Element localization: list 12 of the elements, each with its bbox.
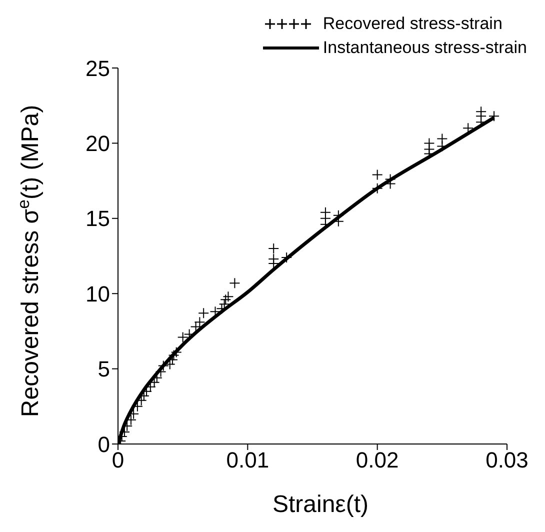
x-axis-title: Strainε(t)	[272, 491, 369, 518]
y-tick-label: 10	[86, 281, 110, 306]
legend-label: Instantaneous stress-strain	[322, 37, 527, 59]
x-tick-label: 0.03	[486, 448, 528, 473]
y-tick-label: 25	[86, 56, 110, 81]
legend-label: Recovered stress-strain	[322, 13, 502, 35]
x-tick-label: 0.02	[356, 448, 399, 473]
y-tick-label: 20	[86, 131, 110, 156]
x-tick-label: 0.01	[226, 448, 270, 473]
y-tick-label: 5	[98, 356, 110, 382]
y-tick-label: 0	[98, 432, 110, 457]
y-tick-label: 15	[86, 206, 110, 232]
